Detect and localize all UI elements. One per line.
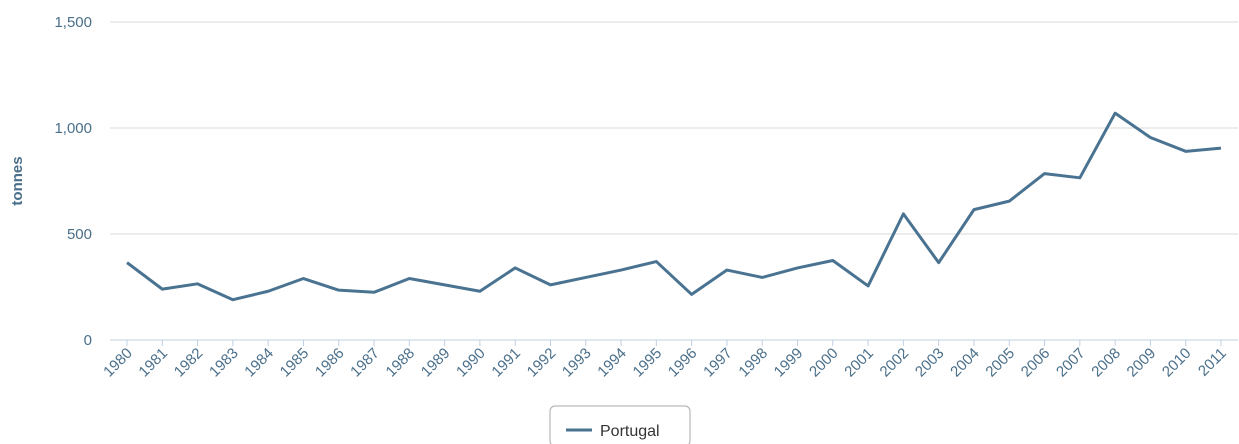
x-tick-label: 1989 [418,345,454,381]
x-tick-label: 2007 [1053,345,1089,381]
x-tick-label: 1999 [771,345,807,381]
x-tick-label: 1987 [347,345,383,381]
x-tick-label: 1981 [135,345,171,381]
x-tick-label: 1992 [524,345,560,381]
x-tick-label: 2002 [877,345,913,381]
y-tick-label: 500 [67,226,92,243]
x-tick-label: 1982 [171,345,207,381]
x-tick-label: 1997 [700,345,736,381]
x-tick-label: 1998 [735,345,771,381]
legend: Portugal [549,405,691,444]
x-tick-label: 2000 [806,345,842,381]
legend-label: Portugal [600,423,660,440]
x-tick-label: 1994 [594,345,630,381]
x-tick-label: 1990 [453,345,489,381]
x-tick-label: 2010 [1159,345,1195,381]
x-tick-label: 1980 [100,345,136,381]
x-tick-label: 1984 [241,345,277,381]
x-tick-label: 2008 [1088,345,1124,381]
x-tick-label: 1995 [630,345,666,381]
x-tick-label: 2011 [1195,345,1230,380]
line [126,111,1222,302]
x-tick-label: 1983 [206,345,242,381]
x-tick-label: 1993 [559,345,595,381]
y-tick-label: 1,500 [54,14,92,31]
x-tick-label: 1988 [383,345,419,381]
x-tick-label: 2005 [982,345,1018,381]
x-tick-label: 2003 [912,345,948,381]
x-tick-label: 1996 [665,345,701,381]
legend-box [549,405,691,444]
y-tick-label: 0 [84,332,92,349]
x-tick-label: 2006 [1018,345,1054,381]
x-tick-label: 2009 [1124,345,1160,381]
x-tick-label: 2004 [947,345,983,381]
x-tick-label: 1986 [312,345,348,381]
y-tick-label: 1,000 [54,120,92,137]
y-axis-title: tonnes [9,156,26,205]
x-tick-label: 2001 [841,345,877,381]
x-tick-label: 1985 [277,345,313,381]
x-tick-label: 1991 [488,345,524,381]
